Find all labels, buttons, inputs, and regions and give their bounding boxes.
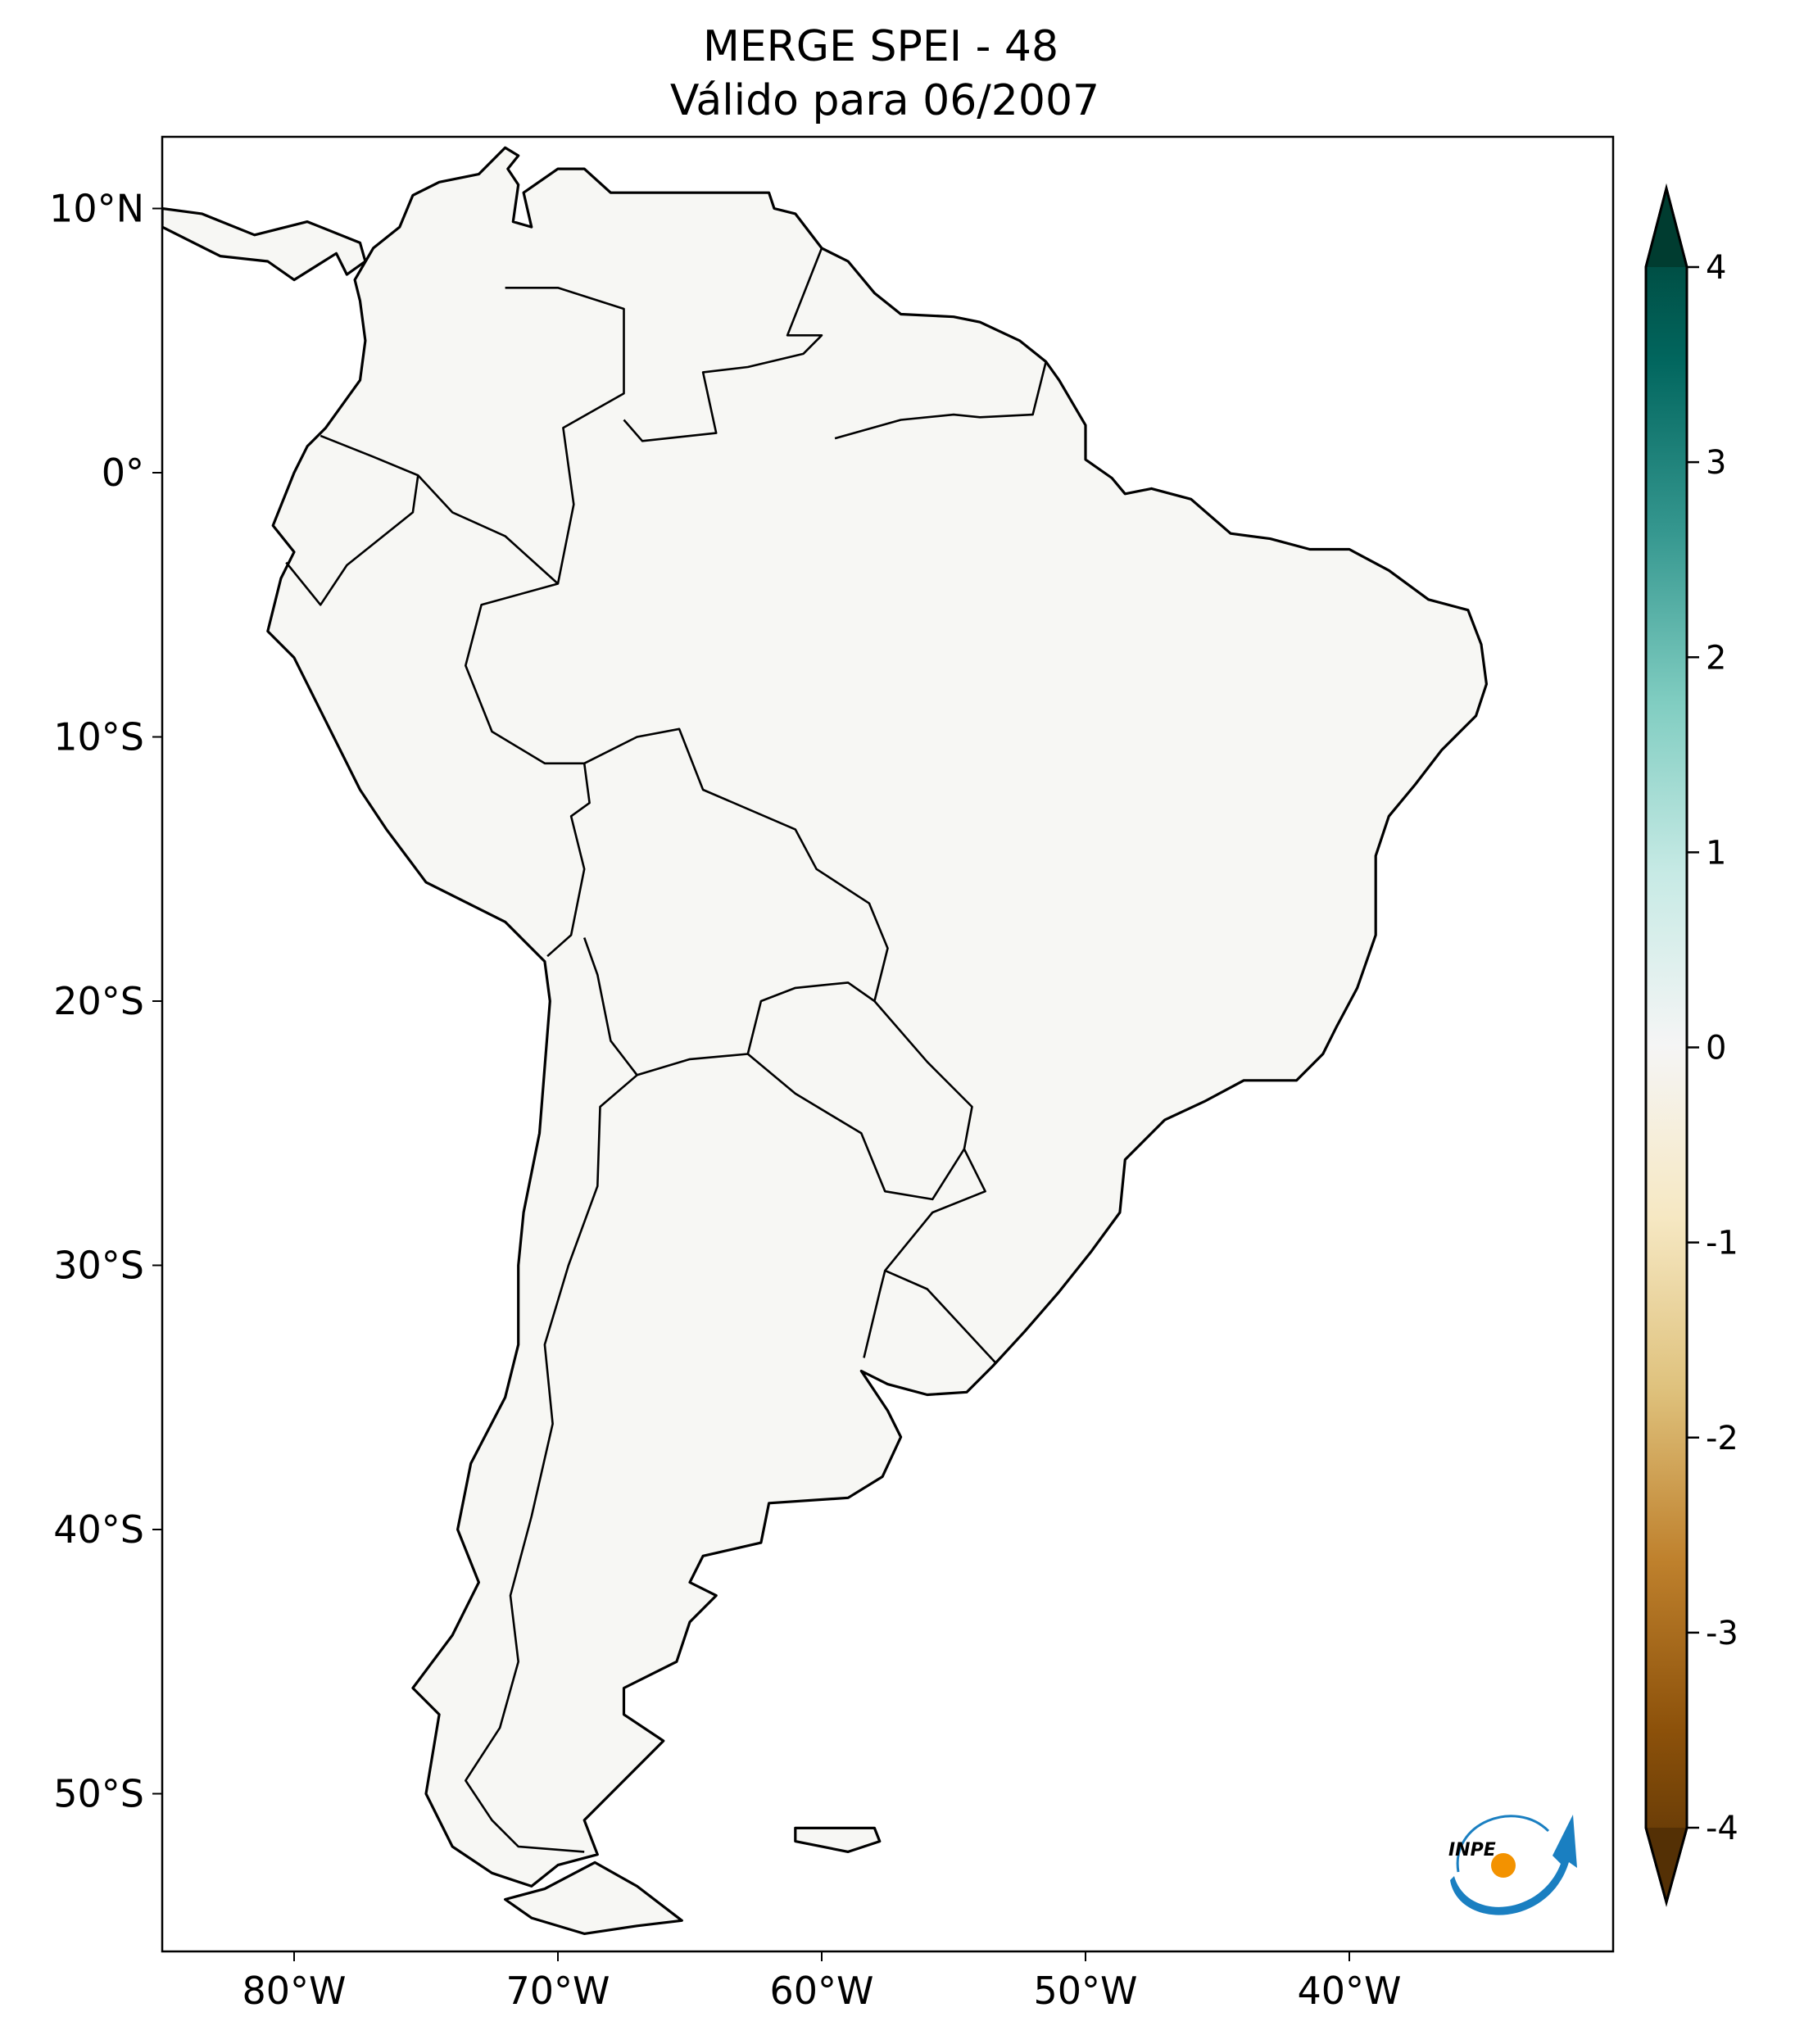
lat-tick-label: 0° bbox=[102, 451, 144, 495]
lon-tick-label: 60°W bbox=[769, 1969, 873, 2013]
country-border bbox=[417, 474, 559, 585]
country-border bbox=[834, 361, 1047, 440]
landmass bbox=[505, 1862, 682, 1934]
country-border bbox=[464, 286, 997, 1364]
coastline bbox=[794, 1826, 882, 1853]
title-line-1: MERGE SPEI - 48 bbox=[703, 22, 1058, 71]
coastline bbox=[266, 146, 1489, 1888]
colorbar-bottom-extend bbox=[1646, 1828, 1687, 1902]
colorbar-tick-label: 4 bbox=[1706, 249, 1726, 287]
landmass bbox=[162, 208, 365, 280]
lat-tick-label: 10°S bbox=[53, 715, 144, 759]
colorbar-tick-label: -1 bbox=[1706, 1225, 1738, 1262]
lon-tick-label: 50°W bbox=[1033, 1969, 1137, 2013]
logo-text: INPE bbox=[1448, 1840, 1496, 1860]
inpe-logo: INPE bbox=[1448, 1815, 1577, 1915]
map-area bbox=[162, 146, 1489, 1935]
country-border bbox=[285, 434, 419, 606]
colorbar-body bbox=[1644, 184, 1688, 1907]
landmass bbox=[267, 147, 1487, 1887]
colorbar-tick-label: 2 bbox=[1706, 639, 1726, 677]
lon-tick-label: 70°W bbox=[505, 1969, 610, 2013]
coastline bbox=[162, 206, 367, 282]
lat-tick-label: 30°S bbox=[53, 1244, 144, 1288]
lat-tick-label: 50°S bbox=[53, 1772, 144, 1816]
colorbar-tick-label: -2 bbox=[1706, 1420, 1738, 1457]
country-border bbox=[582, 937, 876, 1076]
country-border bbox=[546, 763, 591, 958]
landmass bbox=[795, 1828, 880, 1852]
latitude-axis: 10°N 0° 10°S 20°S 30°S 40°S 50°S bbox=[49, 187, 162, 1816]
colorbar-top-extend bbox=[1646, 188, 1687, 267]
longitude-axis: 80°W 70°W 60°W 50°W 40°W bbox=[242, 1951, 1402, 2013]
colorbar-tick-label: 0 bbox=[1706, 1030, 1726, 1067]
country-border bbox=[623, 247, 823, 442]
country-border bbox=[863, 1270, 886, 1358]
country-border bbox=[746, 1053, 965, 1201]
colorbar: 4 3 2 1 0 -1 -2 -3 -4 bbox=[1644, 184, 1738, 1907]
lat-tick-label: 10°N bbox=[49, 187, 144, 231]
map-frame bbox=[161, 135, 1615, 1953]
coastlines-borders bbox=[162, 146, 1489, 1935]
lon-tick-label: 80°W bbox=[242, 1969, 346, 2013]
lon-tick-label: 40°W bbox=[1297, 1969, 1401, 2013]
country-border bbox=[464, 1074, 638, 1853]
colorbar-tick-label: -3 bbox=[1706, 1615, 1738, 1652]
coastline bbox=[503, 1860, 683, 1935]
colorbar-tick-label: -4 bbox=[1706, 1810, 1738, 1847]
lat-tick-label: 20°S bbox=[53, 979, 144, 1023]
land-fill bbox=[162, 147, 1487, 1934]
colorbar-tick-label: 3 bbox=[1706, 444, 1726, 482]
lat-tick-label: 40°S bbox=[53, 1507, 144, 1552]
title-line-2: Válido para 06/2007 bbox=[670, 76, 1099, 125]
colorbar-tick-label: 1 bbox=[1706, 834, 1726, 872]
